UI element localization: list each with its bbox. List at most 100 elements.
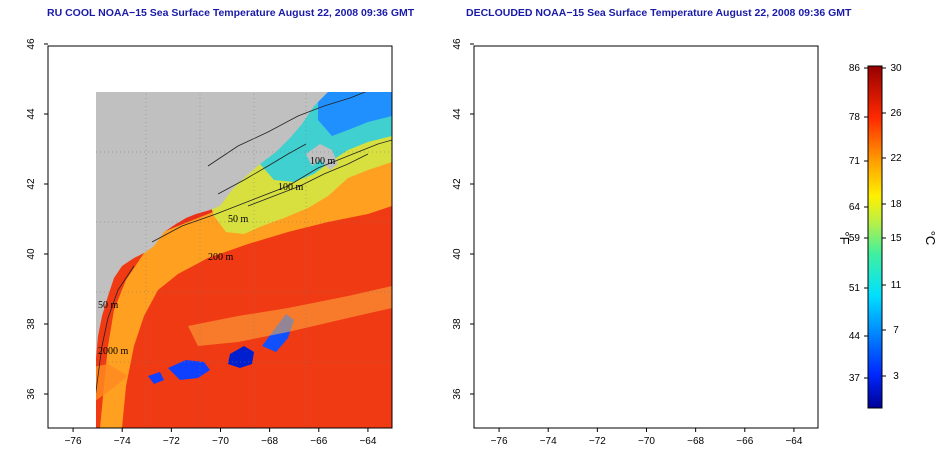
- colorbar-c-label: 18: [890, 199, 902, 210]
- isobath-50m: [217, 143, 307, 195]
- clear-patch-2: [674, 342, 696, 362]
- colorbar-f-label: 59: [849, 233, 861, 244]
- clear-patch-3: [724, 290, 784, 322]
- isobath-2000m: [96, 265, 135, 395]
- colorbar-c-label: 3: [893, 371, 899, 382]
- cloud-mask-east: [758, 94, 818, 180]
- colorbar-c-label: 15: [890, 233, 902, 244]
- cloud-mask-inland: [474, 256, 558, 306]
- x-tick-label: −72: [589, 436, 606, 447]
- colorbar-c-label: 11: [891, 280, 902, 291]
- contour-label: 100 m: [310, 156, 336, 167]
- celsius-unit-label: °C: [923, 231, 938, 246]
- inland-lake-warm: [474, 112, 498, 138]
- y-tick-label: 38: [26, 318, 37, 330]
- x-tick-label: −68: [687, 436, 704, 447]
- contour-label: 50 m: [654, 214, 675, 225]
- y-tick-label: 40: [26, 248, 37, 260]
- map-title-raw: RU COOL NOAA−15 Sea Surface Temperature …: [47, 7, 415, 19]
- x-tick-label: −64: [785, 436, 802, 447]
- clear-patch-1: [624, 328, 714, 376]
- cape-cod-land: [732, 144, 764, 170]
- x-tick-label: −76: [65, 436, 82, 447]
- clear-patch-east: [774, 168, 818, 216]
- land-mass: [474, 46, 818, 428]
- inland-lake-small: [122, 64, 132, 76]
- x-tick-label: −76: [491, 436, 508, 447]
- x-tick-label: −74: [114, 436, 131, 447]
- gulf-of-maine-field: [632, 70, 818, 234]
- map-frame: [473, 45, 819, 429]
- contour-label: 2000 m: [524, 346, 555, 357]
- isobath-50m: [644, 144, 732, 194]
- x-tick-label: −70: [212, 436, 229, 447]
- x-tick-label: −72: [163, 436, 180, 447]
- y-tick-label: 44: [452, 108, 463, 120]
- y-tick-label: 40: [452, 248, 463, 260]
- x-tick-label: −64: [359, 436, 376, 447]
- clear-patch-6: [694, 378, 730, 406]
- y-tick-label: 36: [26, 388, 37, 400]
- map-title-declouded: DECLOUDED NOAA−15 Sea Surface Temperatur…: [466, 7, 852, 19]
- y-tick-label: 42: [452, 178, 463, 190]
- contour-label: 50 m: [228, 214, 249, 225]
- coldest-water-field: [318, 92, 392, 136]
- map-panel-ru-cool: 100 m 100 m 50 m 200 m 50 m 2000 m: [48, 46, 393, 428]
- inland-lake-small: [548, 64, 558, 76]
- contour-label: 100 m: [278, 182, 304, 193]
- cloud-edge-streaks: [188, 286, 392, 346]
- colorbar-f-label: 44: [849, 331, 861, 342]
- x-tick-label: −68: [261, 436, 278, 447]
- colorbar-c-label: 7: [893, 325, 899, 336]
- colorbar-f-label: 37: [849, 373, 861, 384]
- y-tick-label: 36: [452, 388, 463, 400]
- cold-eddy-2: [228, 346, 254, 368]
- y-tick-label: 42: [26, 178, 37, 190]
- colorbar-f-label: 78: [849, 112, 861, 123]
- shelf-water-field: [526, 120, 818, 428]
- y-tick-label: 44: [26, 108, 37, 120]
- warm-patch: [96, 364, 128, 401]
- land-mass: [96, 92, 328, 358]
- colorbar-c-label: 30: [890, 63, 902, 74]
- contour-label: 2000 m: [98, 346, 129, 357]
- cold-eddy-4: [148, 372, 164, 384]
- isobath-100m-inner: [247, 153, 369, 207]
- y-tick-label: 38: [452, 318, 463, 330]
- isobath-100m: [634, 86, 818, 166]
- colorbar: [867, 65, 883, 409]
- nova-scotia-land: [348, 46, 392, 84]
- sst-base-field: [474, 46, 818, 428]
- cold-water-field: [674, 74, 818, 182]
- x-tick-label: −70: [638, 436, 655, 447]
- colorbar-f-label: 51: [849, 283, 861, 294]
- x-tick-label: −66: [736, 436, 753, 447]
- colorbar-c-label: 26: [890, 108, 902, 119]
- x-tick-label: −66: [310, 436, 327, 447]
- colorbar-c-label: 22: [890, 153, 902, 164]
- contour-label: 200 m: [208, 252, 234, 263]
- isobath-100m-inner: [674, 154, 794, 206]
- inland-lake-warm: [48, 112, 72, 138]
- fahrenheit-unit-label: °F: [837, 231, 852, 244]
- isobath-200m: [578, 140, 818, 242]
- isobath-2000m: [518, 266, 560, 428]
- cloud-mask-south: [566, 276, 818, 428]
- colorbar-f-label: 71: [849, 156, 861, 167]
- clear-patch-7: [754, 380, 784, 406]
- contour-label: 50 m: [98, 300, 119, 311]
- clear-patch-5: [574, 382, 624, 416]
- contour-label: 50 m: [524, 300, 545, 311]
- x-tick-label: −74: [540, 436, 557, 447]
- clear-patch-8: [654, 400, 686, 426]
- coldest-water-field: [744, 72, 818, 136]
- map-panel-declouded: 100 m 100 m 50 m 200 m 50 m 2000 m: [474, 46, 818, 428]
- nova-scotia-land: [774, 46, 818, 84]
- clear-patch-4: [774, 330, 818, 372]
- contour-label: 100 m: [736, 156, 762, 167]
- y-tick-label: 46: [452, 38, 463, 50]
- contour-label: 100 m: [704, 182, 730, 193]
- isobath-200m: [151, 139, 393, 243]
- colorbar-f-label: 86: [849, 63, 861, 74]
